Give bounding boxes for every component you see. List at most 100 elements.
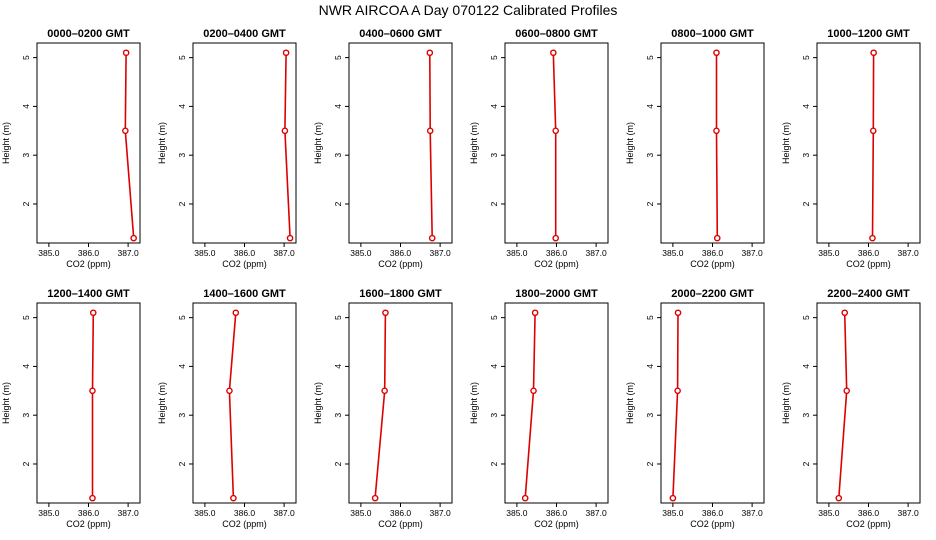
panel-6: 1000–1200 GMT 385.0 386.0 387.0 2 3 4 5 CO2 (ppm…: [781, 28, 921, 269]
x-tick-label: 385.0: [194, 248, 216, 258]
x-tick-label: 387.0: [897, 508, 919, 518]
plot-frame: [348, 302, 453, 504]
data-point: [122, 127, 129, 135]
x-tick-label: 386.0: [390, 248, 412, 258]
series-line: [672, 312, 679, 499]
y-axis-label: Height (m): [1, 122, 11, 164]
x-tick-label: 386.0: [702, 508, 724, 518]
data-point: [89, 494, 96, 502]
panel-8: 1400–1600 GMT 385.0 386.0 387.0 2 3 4 5 CO2 (ppm…: [157, 288, 297, 529]
data-point: [281, 127, 289, 135]
x-tick-label: 386.0: [546, 248, 568, 258]
x-tick-label: 386.0: [234, 248, 256, 258]
y-tick-label: 2: [645, 461, 655, 466]
panel-4: 0600–0800 GMT 385.0 386.0 387.0 2 3 4 5 CO2 (ppm…: [469, 28, 609, 269]
x-axis-label: CO2 (ppm): [66, 259, 111, 269]
data-point: [381, 387, 388, 395]
panel-title: 2000–2200 GMT: [671, 288, 754, 300]
y-tick-label: 2: [333, 201, 343, 206]
y-axis-label: Height (m): [313, 382, 323, 424]
data-point: [230, 494, 237, 502]
y-tick-label: 2: [645, 201, 655, 206]
data-point: [426, 127, 434, 135]
x-tick-label: 387.0: [585, 508, 607, 518]
y-axis-label: Height (m): [781, 122, 791, 164]
x-tick-label: 385.0: [818, 248, 840, 258]
data-point: [713, 127, 720, 135]
y-axis-label: Height (m): [469, 122, 479, 164]
series-line: [428, 52, 433, 239]
y-tick-label: 5: [489, 315, 499, 320]
y-tick-label: 3: [177, 413, 187, 418]
y-tick-label: 5: [801, 55, 811, 60]
y-tick-label: 2: [489, 461, 499, 466]
panel-1: 0000–0200 GMT 385.0 386.0 387.0 2 3 4 5 CO2 (ppm…: [1, 28, 141, 269]
panel-5: 0800–1000 GMT 385.0 386.0 387.0 2 3 4 5 CO2 (ppm…: [625, 28, 765, 269]
x-tick-label: 387.0: [897, 248, 919, 258]
y-tick-label: 5: [333, 315, 343, 320]
data-point: [226, 387, 233, 395]
y-tick-label: 2: [333, 461, 343, 466]
data-point: [713, 234, 721, 242]
y-tick-label: 5: [177, 315, 187, 320]
x-tick-label: 385.0: [350, 248, 372, 258]
plot-frame: [36, 302, 141, 504]
data-point: [674, 387, 681, 395]
x-tick-label: 385.0: [38, 508, 60, 518]
y-tick-label: 5: [21, 55, 31, 60]
x-tick-label: 387.0: [273, 508, 295, 518]
x-tick-label: 387.0: [585, 248, 607, 258]
x-tick-label: 386.0: [858, 508, 880, 518]
data-point: [841, 309, 849, 317]
x-tick-label: 385.0: [818, 508, 840, 518]
panel-title: 1000–1200 GMT: [827, 28, 910, 40]
data-point: [286, 234, 294, 242]
plot-frame: [348, 42, 453, 244]
y-tick-label: 2: [801, 461, 811, 466]
y-tick-label: 5: [489, 55, 499, 60]
x-tick-label: 386.0: [546, 508, 568, 518]
panel-9: 1600–1800 GMT 385.0 386.0 387.0 2 3 4 5 CO2 (ppm…: [313, 288, 453, 529]
panel-10: 1800–2000 GMT 385.0 386.0 387.0 2 3 4 5 CO2 (ppm…: [469, 288, 609, 529]
y-tick-label: 5: [333, 55, 343, 60]
y-tick-label: 3: [333, 413, 343, 418]
y-tick-label: 5: [645, 55, 655, 60]
data-point: [130, 234, 137, 242]
data-point: [835, 494, 843, 502]
panel-2: 0200–0400 GMT 385.0 386.0 387.0 2 3 4 5 CO2 (ppm…: [157, 28, 297, 269]
y-tick-label: 4: [645, 104, 655, 109]
x-tick-label: 386.0: [78, 508, 100, 518]
x-tick-label: 385.0: [662, 248, 684, 258]
x-tick-label: 385.0: [194, 508, 216, 518]
data-point: [869, 127, 877, 135]
x-tick-label: 385.0: [506, 508, 528, 518]
x-axis-label: CO2 (ppm): [534, 519, 579, 529]
figure-title: NWR AIRCOA A Day 070122 Calibrated Profi…: [318, 2, 618, 18]
x-tick-label: 385.0: [350, 508, 372, 518]
x-tick-label: 387.0: [741, 508, 763, 518]
y-tick-label: 3: [645, 413, 655, 418]
panel-title: 1800–2000 GMT: [515, 288, 598, 300]
x-tick-label: 387.0: [429, 248, 451, 258]
y-tick-label: 3: [645, 153, 655, 158]
x-axis-label: CO2 (ppm): [378, 259, 423, 269]
data-point: [669, 494, 677, 502]
data-point: [282, 49, 290, 57]
y-tick-label: 4: [489, 364, 499, 369]
series-line: [91, 312, 95, 499]
plot-frame: [660, 42, 765, 244]
x-tick-label: 385.0: [38, 248, 60, 258]
y-tick-label: 3: [489, 153, 499, 158]
data-point: [869, 234, 876, 242]
panel-title: 1600–1800 GMT: [359, 288, 442, 300]
y-tick-label: 2: [177, 201, 187, 206]
panel-title: 0800–1000 GMT: [671, 28, 754, 40]
series-line: [374, 312, 387, 499]
panel-title: 2200–2400 GMT: [827, 288, 910, 300]
data-point: [371, 494, 379, 502]
y-axis-label: Height (m): [625, 382, 635, 424]
series-line: [715, 52, 719, 239]
x-axis-label: CO2 (ppm): [690, 259, 735, 269]
y-tick-label: 4: [21, 104, 31, 109]
